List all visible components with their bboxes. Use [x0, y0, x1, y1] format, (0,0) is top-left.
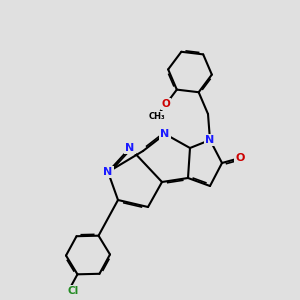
- Text: N: N: [125, 143, 135, 153]
- Text: N: N: [206, 135, 214, 145]
- Text: O: O: [235, 153, 245, 163]
- Text: N: N: [160, 129, 169, 139]
- Text: O: O: [162, 99, 170, 109]
- Text: Cl: Cl: [67, 286, 78, 296]
- Text: CH₃: CH₃: [149, 112, 165, 121]
- Text: N: N: [103, 167, 112, 177]
